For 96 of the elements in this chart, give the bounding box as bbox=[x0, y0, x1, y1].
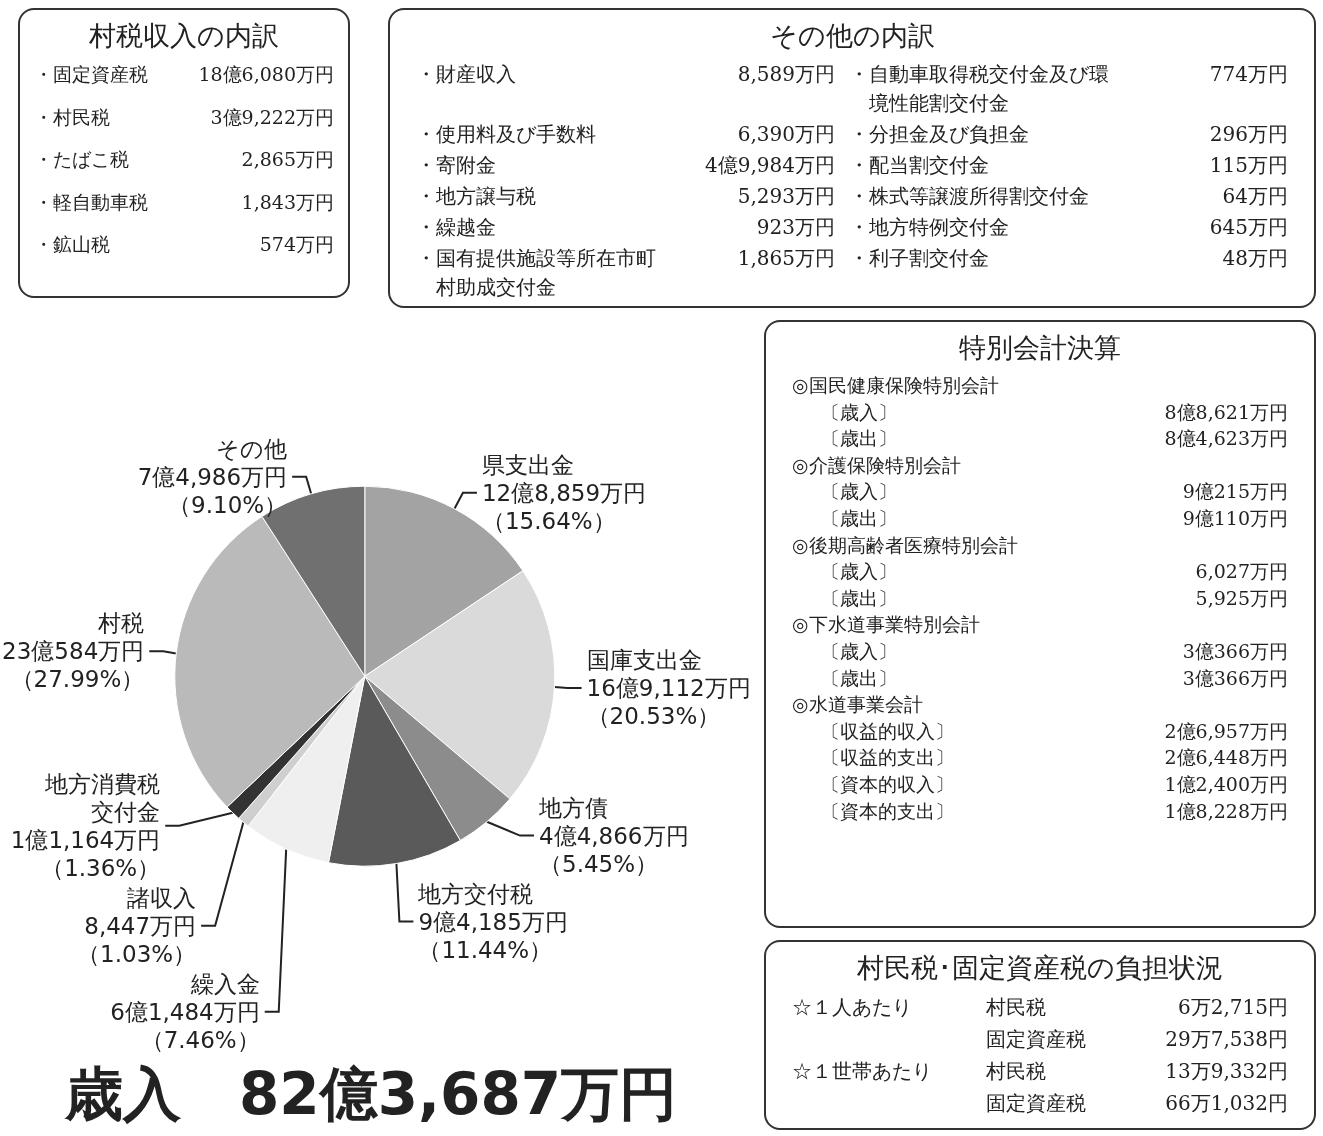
text: 115万円 bbox=[1208, 152, 1288, 179]
text: ・利子割交付金 bbox=[849, 245, 990, 272]
text: 3億9,222万円 bbox=[209, 104, 334, 130]
text: 18億6,080万円 bbox=[197, 62, 334, 87]
data-label: 1億1,164万円（1.36%） bbox=[10, 826, 161, 881]
text: 5,925万円 bbox=[1194, 585, 1288, 611]
text: 64万円 bbox=[1221, 183, 1288, 210]
text: 1億8,228万円 bbox=[1164, 798, 1288, 824]
slice-label: 地方債 bbox=[538, 794, 609, 821]
text: 固定資産税 bbox=[986, 1026, 1087, 1053]
slice-label: 地方交付税 bbox=[417, 880, 534, 907]
text: ☆１人あたり bbox=[792, 994, 913, 1021]
text: 9億215万円 bbox=[1181, 479, 1288, 505]
slice-label: 国庫支出金 bbox=[586, 647, 702, 674]
text: 4億9,984万円 bbox=[704, 152, 835, 179]
text: 645万円 bbox=[1208, 214, 1288, 241]
data-label: 7億4,986万円（9.10%） bbox=[137, 463, 288, 518]
text: ・分担金及び負担金 bbox=[849, 121, 1030, 148]
text: ・財産収入 bbox=[416, 61, 517, 88]
text: 1,865万円 bbox=[736, 245, 835, 272]
slice-label: 県支出金 bbox=[481, 451, 574, 478]
text: 〔資本的収入〕 bbox=[819, 771, 955, 797]
text: 固定資産税 bbox=[986, 1090, 1087, 1117]
text: 5,293万円 bbox=[736, 183, 835, 210]
text: ☆１世帯あたり bbox=[792, 1058, 933, 1085]
data-label: 12億8,859万円（15.64%） bbox=[481, 479, 647, 534]
data-label: 16億9,112万円（20.53%） bbox=[586, 675, 751, 730]
text: ・地方特例交付金 bbox=[849, 214, 1010, 241]
text: 6,390万円 bbox=[736, 121, 835, 148]
text: ・村民税 bbox=[34, 104, 111, 130]
text: 〔歳入〕 bbox=[819, 479, 898, 505]
text: 2億6,957万円 bbox=[1164, 718, 1288, 744]
text: 774万円 bbox=[1208, 61, 1288, 88]
text: 574万円 bbox=[258, 232, 334, 257]
text: ・配当割交付金 bbox=[849, 152, 990, 179]
text: 8億4,623万円 bbox=[1164, 426, 1288, 452]
slice-label: 地方消費税交付金 bbox=[44, 770, 161, 825]
text: 923万円 bbox=[755, 214, 835, 241]
text: 〔歳入〕 bbox=[819, 559, 898, 585]
text: ・たばこ税 bbox=[34, 147, 130, 172]
text: ・自動車取得税交付金及び環境性能割交付金 bbox=[849, 61, 1110, 117]
slice-label: 村税 bbox=[97, 610, 145, 637]
text: ・使用料及び手数料 bbox=[416, 121, 597, 148]
text: 〔資本的支出〕 bbox=[819, 798, 955, 824]
text: 〔歳出〕 bbox=[819, 585, 898, 611]
text: ・鉱山税 bbox=[34, 232, 111, 257]
data-label: 6億1,484万円（7.46%） bbox=[110, 998, 260, 1053]
data-label: 8,447万円（1.03%） bbox=[77, 912, 197, 967]
text: 2,865万円 bbox=[240, 147, 334, 172]
text: 3億366万円 bbox=[1181, 665, 1288, 691]
text: ◎国民健康保険特別会計 bbox=[792, 373, 1000, 398]
text: 村民税･固定資産税の負担状況 bbox=[856, 951, 1224, 985]
text: ・国有提供施設等所在市町村助成交付金 bbox=[416, 245, 657, 301]
text: 〔歳出〕 bbox=[819, 665, 898, 691]
data-label: 4億4,866万円（5.45%） bbox=[539, 822, 689, 877]
text: 〔収益的収入〕 bbox=[819, 718, 955, 744]
slice-label: 繰入金 bbox=[189, 970, 260, 997]
text: 296万円 bbox=[1208, 121, 1288, 148]
text: 29万7,538円 bbox=[1165, 1026, 1288, 1053]
text: 66万1,032円 bbox=[1165, 1090, 1288, 1117]
text: ・軽自動車税 bbox=[34, 189, 148, 215]
text: 1億2,400万円 bbox=[1164, 771, 1288, 797]
text: ・固定資産税 bbox=[34, 62, 148, 87]
text: ◎下水道事業特別会計 bbox=[792, 612, 981, 638]
text: ◎後期高齢者医療特別会計 bbox=[792, 532, 1019, 558]
text: 村民税 bbox=[986, 1058, 1047, 1085]
text: 13万9,332円 bbox=[1165, 1058, 1288, 1085]
text: ◎水道事業会計 bbox=[792, 692, 924, 718]
text: 〔歳入〕 bbox=[819, 638, 898, 664]
text: 3億366万円 bbox=[1181, 638, 1288, 664]
text: 8,589万円 bbox=[736, 61, 835, 88]
text: 8億8,621万円 bbox=[1164, 399, 1288, 425]
text: その他の内訳 bbox=[768, 19, 936, 53]
text: ・地方譲与税 bbox=[416, 183, 537, 210]
text: 村税収入の内訳 bbox=[88, 19, 280, 53]
text: ・株式等譲渡所得割交付金 bbox=[849, 183, 1090, 210]
text: 〔歳入〕 bbox=[819, 399, 898, 425]
text: 9億110万円 bbox=[1181, 505, 1288, 531]
data-label: 23億584万円（27.99%） bbox=[2, 638, 145, 693]
slice-label: 諸収入 bbox=[127, 884, 197, 911]
text: 2億6,448万円 bbox=[1164, 745, 1288, 771]
text: ◎介護保険特別会計 bbox=[792, 452, 962, 478]
text: 歳入 82億3,687万円 bbox=[64, 1060, 678, 1128]
text: 6,027万円 bbox=[1194, 559, 1288, 585]
text: 村民税 bbox=[986, 994, 1047, 1021]
text: 〔歳出〕 bbox=[819, 426, 898, 452]
slice-label: その他 bbox=[216, 435, 288, 462]
text: ・寄附金 bbox=[416, 152, 497, 179]
text: 1,843万円 bbox=[240, 189, 334, 215]
text: 48万円 bbox=[1221, 245, 1288, 272]
text: 特別会計決算 bbox=[958, 331, 1122, 365]
text: ・繰越金 bbox=[416, 214, 497, 241]
data-label: 9億4,185万円（11.44%） bbox=[418, 908, 568, 963]
text: 〔歳出〕 bbox=[819, 505, 898, 531]
text: 〔収益的支出〕 bbox=[819, 745, 955, 771]
text: 6万2,715円 bbox=[1177, 994, 1288, 1021]
